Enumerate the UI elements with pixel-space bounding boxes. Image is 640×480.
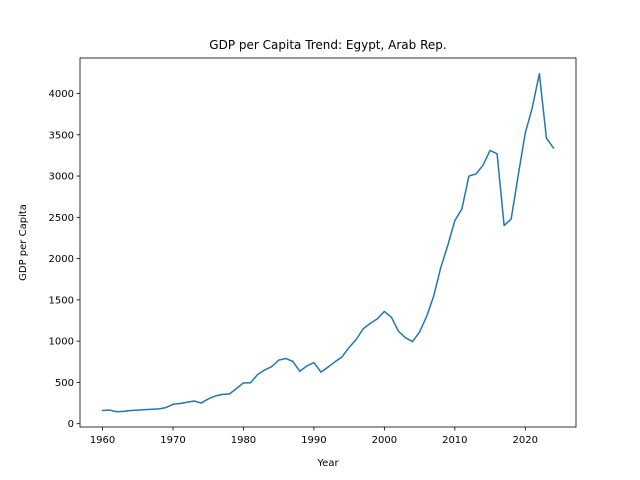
x-tick-label: 2010 bbox=[442, 435, 467, 446]
y-tick-label: 1500 bbox=[49, 295, 74, 306]
y-tick-label: 2000 bbox=[49, 254, 74, 265]
x-tick-label: 1980 bbox=[231, 435, 256, 446]
x-tick-label: 2000 bbox=[372, 435, 397, 446]
y-tick-label: 2500 bbox=[49, 213, 74, 224]
y-tick-label: 4000 bbox=[49, 89, 74, 100]
y-axis-title: GDP per Capita bbox=[18, 204, 29, 281]
x-tick-label: 1970 bbox=[160, 435, 185, 446]
plot-frame bbox=[79, 57, 577, 428]
y-tick-label: 1000 bbox=[49, 337, 74, 348]
y-tick-label: 3000 bbox=[49, 172, 74, 183]
y-axis: 0 500 1000 1500 2000 2500 3000 3500 4000 bbox=[49, 89, 80, 430]
y-tick-label: 500 bbox=[55, 378, 74, 389]
chart-title: GDP per Capita Trend: Egypt, Arab Rep. bbox=[209, 38, 446, 52]
x-axis: 1960 1970 1980 1990 2000 2010 2020 bbox=[90, 427, 538, 446]
x-tick-label: 1990 bbox=[301, 435, 326, 446]
plot-area bbox=[80, 58, 576, 427]
series-layer bbox=[101, 72, 555, 413]
x-tick-label: 2020 bbox=[513, 435, 538, 446]
x-tick-label: 1960 bbox=[90, 435, 115, 446]
x-axis-title: Year bbox=[316, 458, 339, 469]
y-tick-label: 0 bbox=[68, 419, 74, 430]
series-line-0 bbox=[101, 72, 555, 413]
y-tick-label: 3500 bbox=[49, 130, 74, 141]
